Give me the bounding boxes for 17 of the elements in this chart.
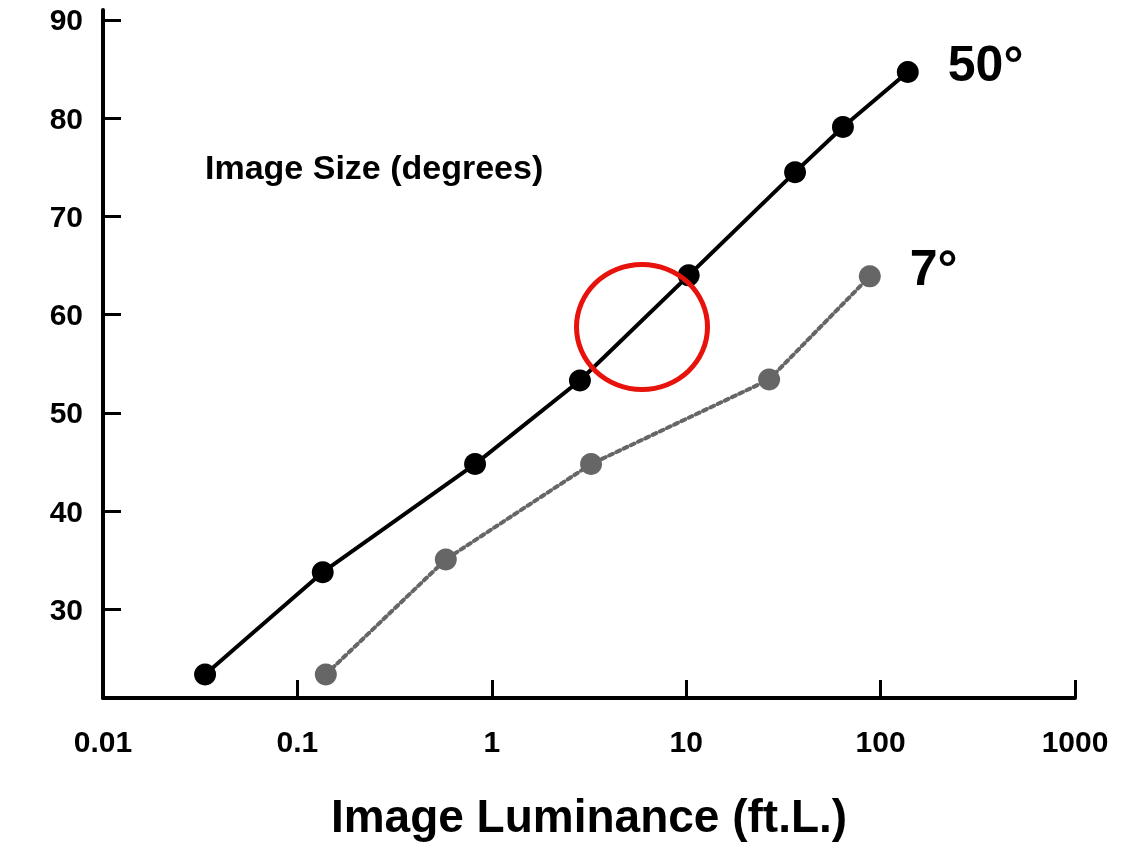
y-tick-label: 70 — [49, 199, 83, 233]
y-tick-label: 80 — [49, 101, 83, 135]
y-tick-label: 50 — [49, 396, 83, 430]
y-tick-label: 60 — [49, 298, 83, 332]
series-label: 7° — [909, 240, 958, 297]
x-axis-title: Image Luminance (ft.L.) — [330, 790, 848, 842]
x-tick-label: 1000 — [1041, 724, 1109, 758]
annotation: Image Size (degrees) — [205, 148, 544, 186]
x-tick-label: 0.1 — [276, 724, 319, 758]
x-tick-label: 100 — [855, 724, 906, 758]
x-tick-label: 10 — [669, 724, 703, 758]
x-tick-label: 1 — [483, 724, 501, 758]
x-tick-label: 0.01 — [73, 724, 133, 758]
y-tick-label: 30 — [49, 593, 83, 627]
y-tick-label: 40 — [49, 494, 83, 528]
y-tick-label: 90 — [49, 3, 83, 37]
series-label: 50° — [947, 35, 1024, 92]
